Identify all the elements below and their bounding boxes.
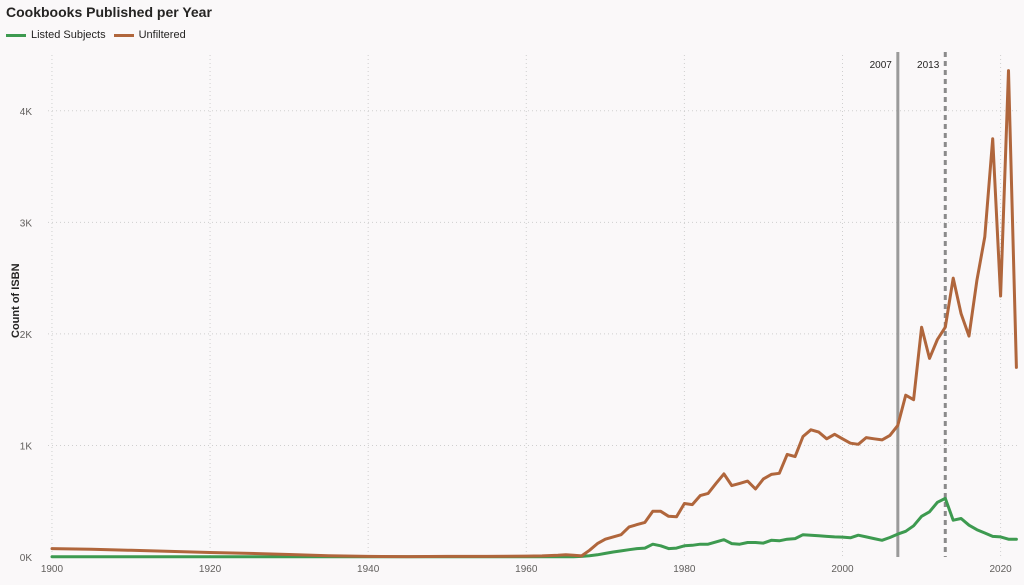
legend-item-unfiltered[interactable]: Unfiltered	[113, 29, 186, 41]
x-tick-label: 1980	[673, 564, 696, 575]
legend-swatch-listed-subjects	[6, 33, 26, 37]
legend-label-unfiltered: Unfiltered	[138, 29, 186, 41]
legend-swatch-unfiltered	[113, 33, 134, 37]
y-tick-label: 1K	[20, 441, 33, 452]
chart-title: Cookbooks Published per Year	[6, 4, 212, 20]
x-tick-label: 1920	[199, 564, 222, 575]
legend-label-listed-subjects: Listed Subjects	[31, 29, 106, 41]
legend-item-listed-subjects[interactable]: Listed Subjects	[6, 29, 106, 41]
x-tick-label: 1960	[515, 564, 538, 575]
chart-legend: Listed Subjects Unfiltered	[6, 29, 194, 41]
x-tick-label: 1940	[357, 564, 380, 575]
reference-line-label: 2007	[870, 60, 893, 71]
y-tick-label: 4K	[20, 107, 33, 118]
series-line-unfiltered	[50, 69, 1018, 559]
x-tick-label: 2000	[831, 564, 854, 575]
y-tick-label: 0K	[20, 553, 33, 564]
x-tick-label: 1900	[41, 564, 64, 575]
y-tick-label: 3K	[20, 218, 33, 229]
series-line-listed-subjects	[50, 496, 1018, 559]
y-tick-label: 2K	[20, 330, 33, 341]
x-tick-label: 2020	[989, 564, 1012, 575]
reference-line-label: 2013	[917, 60, 940, 71]
